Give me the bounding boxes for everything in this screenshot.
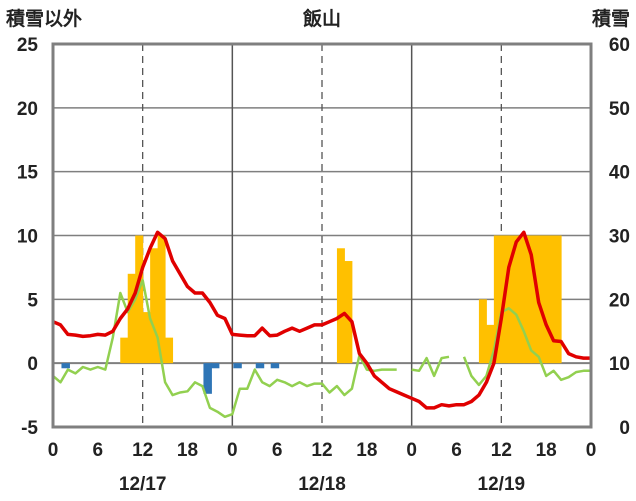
right-tick-label: 50 [609, 99, 630, 120]
left-tick-label: -5 [21, 418, 38, 439]
left-tick-label: 20 [17, 99, 38, 120]
x-tick-label: 18 [177, 440, 198, 461]
precip-bar [150, 248, 159, 364]
precip-bar [336, 248, 345, 364]
left-axis-label: 積雪以外 [6, 7, 82, 30]
snow-depth-line [52, 230, 591, 410]
precip-bar [493, 235, 502, 364]
x-tick-label: 6 [272, 440, 283, 461]
right-tick-label: 20 [609, 290, 630, 311]
plot-frame [51, 42, 593, 429]
x-tick-label: 6 [93, 440, 104, 461]
negative-marker [203, 363, 212, 394]
left-tick-label: 10 [17, 227, 38, 248]
right-tick-label: 40 [609, 163, 630, 184]
precip-bar [344, 261, 353, 364]
x-tick-label: 0 [227, 440, 238, 461]
precip-bar [523, 235, 532, 364]
precip-bar [157, 235, 166, 364]
x-tick-label: 12 [491, 440, 512, 461]
negative-marker [233, 363, 242, 369]
precip-bar [553, 235, 562, 364]
left-tick-label: 15 [17, 163, 39, 184]
precip-bar [546, 235, 555, 364]
precip-bar [531, 235, 540, 364]
chart-title: 飯山 [302, 7, 341, 30]
temperature-line [52, 278, 591, 419]
x-tick-label: 0 [48, 440, 59, 461]
x-tick-label: 12 [311, 440, 332, 461]
right-axis-label: 積雪 [592, 7, 630, 30]
right-tick-label: 30 [609, 227, 630, 248]
right-tick-label: 0 [619, 418, 630, 439]
precip-bar [127, 273, 136, 364]
precip-bars [120, 235, 562, 364]
plot-border [51, 42, 593, 429]
x-tick-label: 12 [132, 440, 153, 461]
precip-bar [120, 337, 129, 364]
precip-bar [486, 324, 495, 364]
day-label: 12/18 [298, 474, 346, 495]
precip-bar [142, 312, 151, 364]
negative-marker [210, 363, 220, 369]
negative-marker [270, 363, 280, 369]
x-tick-label: 0 [406, 440, 417, 461]
precip-bar [478, 299, 487, 364]
x-tick-label: 0 [586, 440, 597, 461]
left-tick-label: 25 [17, 35, 39, 56]
series-lines [52, 230, 591, 419]
x-tick-label: 6 [451, 440, 462, 461]
precip-bar [508, 235, 517, 364]
day-label: 12/17 [119, 474, 167, 495]
right-tick-label: 10 [609, 354, 630, 375]
left-tick-label: 0 [27, 354, 38, 375]
negative-marker [61, 363, 70, 369]
right-tick-label: 60 [609, 35, 630, 56]
x-tick-label: 18 [356, 440, 377, 461]
precip-bar [165, 337, 174, 364]
precip-bar [135, 235, 144, 364]
negative-markers [61, 363, 280, 394]
x-tick-label: 18 [536, 440, 557, 461]
precip-bar [538, 235, 547, 364]
day-label: 12/19 [478, 474, 526, 495]
precip-bar [516, 235, 525, 364]
left-tick-label: 5 [27, 290, 38, 311]
negative-marker [255, 363, 265, 369]
